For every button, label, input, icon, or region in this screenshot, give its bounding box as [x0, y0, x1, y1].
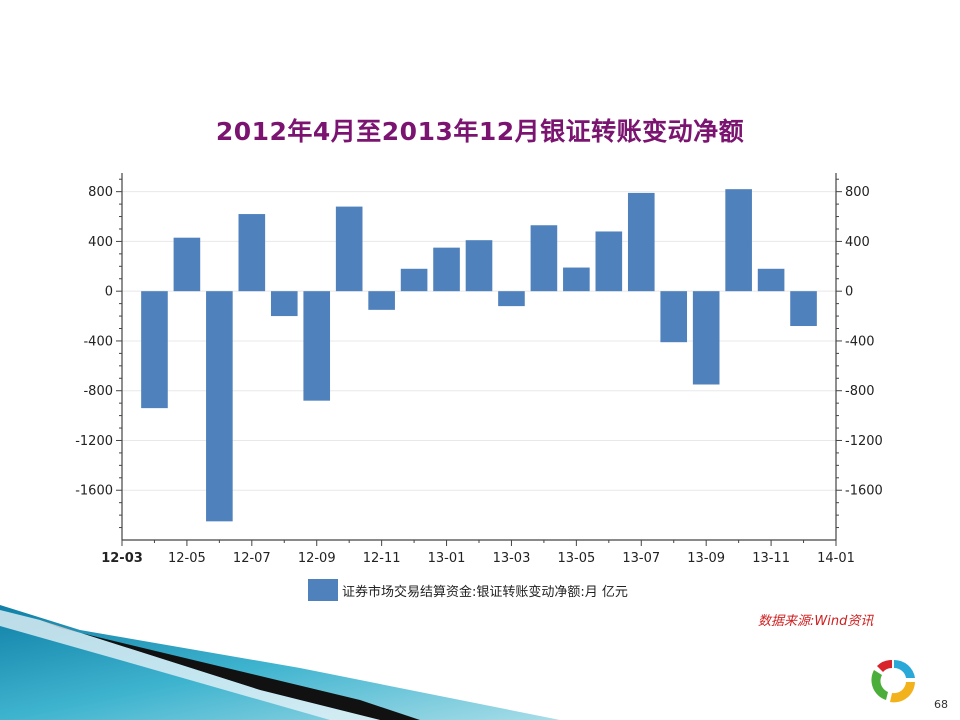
x-tick-label: 13-07 [622, 551, 660, 566]
black-swoosh [40, 620, 420, 720]
y-tick-label-left: 0 [105, 285, 113, 300]
bar [173, 237, 201, 292]
bar [498, 291, 525, 307]
bar [725, 189, 752, 292]
bar [563, 267, 590, 292]
bar [368, 291, 395, 310]
legend-swatch [308, 579, 338, 601]
chart-legend: 证券市场交易结算资金:银证转账变动净额:月 亿元 [308, 578, 628, 602]
bar [238, 214, 266, 292]
y-tick-label-left: 400 [88, 235, 113, 250]
y-tick-label-left: -1600 [75, 484, 113, 499]
bar [627, 192, 655, 292]
y-tick-label-right: 400 [845, 235, 870, 250]
x-tick-label: 13-09 [687, 551, 725, 566]
bar [692, 291, 720, 385]
x-tick-label: 12-07 [233, 551, 271, 566]
x-tick-label: 13-03 [493, 551, 531, 566]
bar [270, 291, 298, 317]
bar [303, 291, 331, 401]
y-tick-label-right: 800 [845, 185, 870, 200]
bar [400, 268, 428, 292]
y-tick-label-right: -800 [845, 384, 875, 399]
bar [433, 247, 460, 292]
bar [465, 240, 493, 292]
x-tick-label: 12-05 [168, 551, 206, 566]
data-source-note: 数据来源:Wind资讯 [758, 614, 874, 629]
x-tick-label: 12-03 [101, 551, 143, 566]
x-tick-label: 12-09 [298, 551, 336, 566]
teal-swoosh [0, 605, 560, 720]
bar [660, 291, 688, 343]
white-swoosh [0, 610, 380, 720]
y-tick-label-left: -800 [83, 384, 113, 399]
x-tick-label: 13-05 [557, 551, 595, 566]
bar [595, 231, 623, 292]
y-tick-label-left: -400 [83, 334, 113, 349]
bar [530, 225, 558, 292]
y-tick-label-right: 0 [845, 285, 853, 300]
x-tick-label: 13-11 [752, 551, 790, 566]
circular-swirl-logo-icon [871, 659, 915, 703]
chart-title: 2012年4月至2013年12月银证转账变动净额 [215, 117, 745, 146]
page-number: 68 [934, 698, 948, 711]
y-tick-label-left: 800 [88, 185, 113, 200]
legend-label: 证券市场交易结算资金:银证转账变动净额:月 亿元 [342, 584, 628, 600]
x-tick-label: 12-11 [363, 551, 401, 566]
x-tick-label: 13-01 [428, 551, 466, 566]
bar [790, 291, 817, 327]
x-tick-label: 14-01 [817, 551, 855, 566]
bar [141, 291, 168, 409]
y-tick-label-left: -1200 [75, 434, 113, 449]
bar [206, 291, 233, 522]
bar [757, 268, 785, 292]
y-tick-label-right: -1200 [845, 434, 883, 449]
y-tick-label-right: -1600 [845, 484, 883, 499]
y-tick-label-right: -400 [845, 334, 875, 349]
bar [335, 206, 363, 292]
